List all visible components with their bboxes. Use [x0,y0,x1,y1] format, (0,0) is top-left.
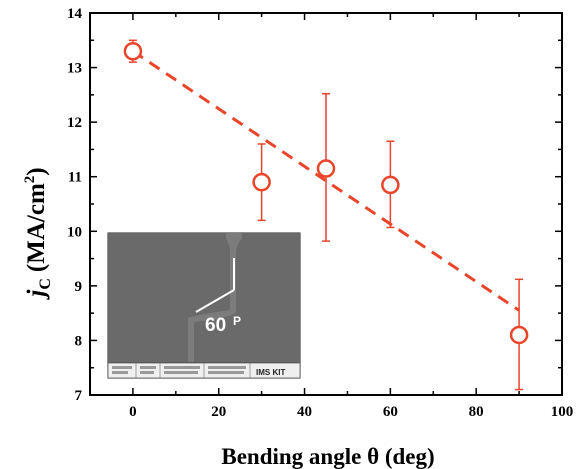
y-tick-label: 11 [68,170,82,186]
x-tick-label: 80 [469,404,484,420]
inset-brand: IMS KIT [256,368,285,377]
y-tick-label: 7 [75,388,83,404]
data-point [509,325,529,345]
inset-info-smalltext [112,366,132,369]
inset-info-smalltext [208,371,244,374]
inset-info-smalltext [112,371,128,374]
y-axis-units: (MA/cm [23,183,50,272]
y-axis-superscript: 2 [22,176,38,184]
x-tick-label: 0 [129,404,137,420]
inset-angle-unit: P [233,314,241,328]
sem-inset: 60 P IMS KIT [107,232,301,379]
x-tick-label: 20 [211,404,226,420]
y-axis-title: jC(MA/cm2) [22,167,54,300]
inset-info-smalltext [164,366,200,369]
y-tick-label: 14 [67,6,83,22]
data-layer [123,39,529,391]
inset-sem-field [108,233,300,363]
inset-info-smalltext [140,366,156,369]
fit-line [132,49,520,312]
x-tick-label: 40 [297,404,312,420]
inset-info-smalltext [140,371,154,374]
inset-info-smalltext [164,371,198,374]
data-point [123,41,143,61]
axes: 0 20 40 60 80 100 7 8 9 10 11 12 13 14 [67,6,573,420]
x-tick-label: 100 [551,404,574,420]
y-tick-label: 13 [67,61,82,77]
y-tick-label: 8 [75,333,83,349]
y-tick-label: 10 [67,224,82,240]
y-tick-label: 9 [75,279,83,295]
inset-angle-line [195,289,235,313]
inset-bridge-structure [188,233,242,362]
y-axis-subscript: C [37,278,54,290]
data-point [381,175,400,195]
inset-angle-label: 60 [205,315,226,336]
inset-info-smalltext [208,366,246,369]
data-point [252,172,271,192]
y-axis-close: ) [23,167,50,175]
x-tick-label: 60 [383,404,398,420]
y-tick-label: 12 [67,115,82,131]
data-point [316,159,336,178]
x-axis-title: Bending angle θ (deg) [221,444,434,469]
